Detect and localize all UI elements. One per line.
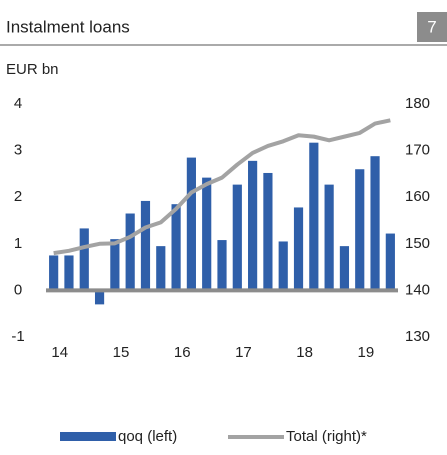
y-tick-label: 1 <box>14 235 22 252</box>
bar <box>202 177 212 291</box>
bar <box>355 169 365 291</box>
bar <box>339 246 350 291</box>
legend-swatch <box>60 432 116 441</box>
y-axis-label: EUR bn <box>6 61 59 78</box>
legend-label: qoq (left) <box>118 428 177 445</box>
y2-tick-label: 180 <box>405 95 430 112</box>
chart-title: Instalment loans <box>6 17 130 36</box>
bar <box>79 228 89 291</box>
x-tick-label: 14 <box>51 344 68 361</box>
bar <box>263 172 273 291</box>
y-tick-label: 3 <box>14 142 22 159</box>
bar <box>140 200 151 291</box>
bar <box>370 156 380 291</box>
page-badge <box>417 12 447 42</box>
x-tick-label: 17 <box>235 344 252 361</box>
bar <box>156 246 166 291</box>
legend-label: Total (right)* <box>286 428 367 445</box>
page-number: 7 <box>427 17 436 36</box>
y-tick-label: 2 <box>14 188 22 205</box>
bar <box>232 184 242 291</box>
y-tick-label: 0 <box>14 281 22 298</box>
bar <box>278 241 288 291</box>
y2-tick-label: 140 <box>405 281 430 298</box>
y2-tick-label: 160 <box>405 188 430 205</box>
bar <box>171 204 181 291</box>
bar <box>125 213 135 291</box>
y-tick-label: 4 <box>14 95 22 112</box>
x-tick-label: 15 <box>113 344 130 361</box>
bar <box>217 240 227 291</box>
x-tick-label: 16 <box>174 344 191 361</box>
x-tick-label: 19 <box>358 344 375 361</box>
bar <box>248 160 258 291</box>
bar <box>64 255 74 291</box>
y-tick-label: -1 <box>11 328 24 345</box>
bar <box>309 142 319 291</box>
y2-tick-label: 130 <box>405 328 430 345</box>
y2-tick-label: 150 <box>405 235 430 252</box>
bar <box>324 184 334 291</box>
bar <box>110 239 120 291</box>
bar <box>293 207 304 291</box>
y2-tick-label: 170 <box>405 142 430 159</box>
bar <box>385 233 395 291</box>
bar <box>94 290 105 305</box>
line <box>53 118 391 256</box>
bar <box>49 255 59 291</box>
bar <box>186 157 196 291</box>
x-tick-label: 18 <box>296 344 313 361</box>
